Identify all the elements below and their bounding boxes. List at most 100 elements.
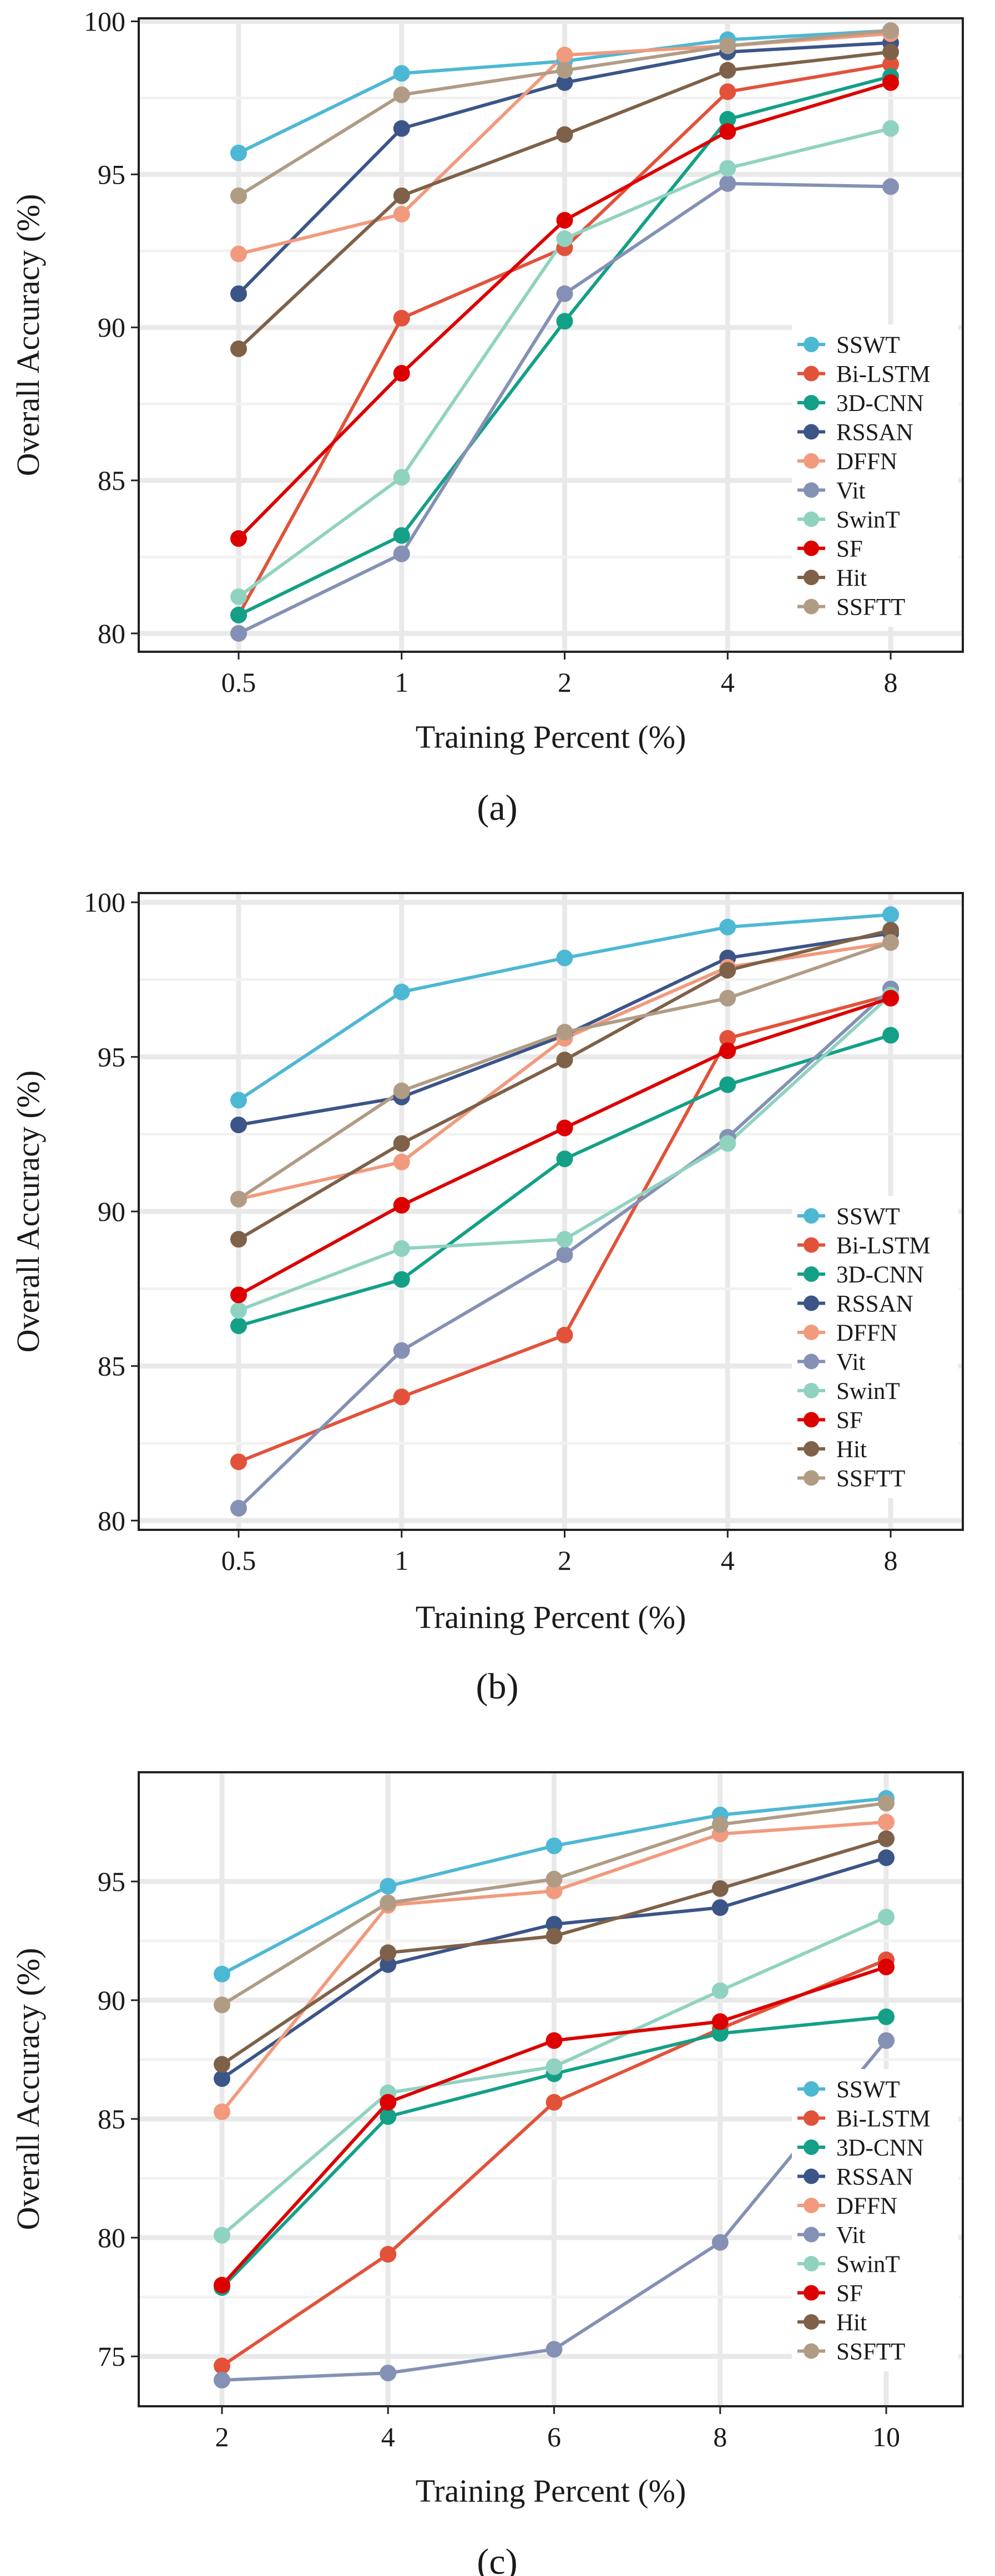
x-tick-label: 2: [558, 1545, 572, 1576]
legend-label-hit: Hit: [836, 1437, 867, 1463]
point-ssftt: [711, 1816, 729, 1833]
legend-label-sswt: SSWT: [836, 1204, 900, 1230]
legend-marker-sswt: [804, 337, 819, 352]
legend-marker-swint: [804, 1383, 819, 1398]
point-hit: [546, 1928, 563, 1945]
point-sswt: [230, 1092, 247, 1109]
legend-marker-sf: [804, 2285, 819, 2301]
legend-label-dffn: DFFN: [836, 1320, 897, 1346]
x-tick-label: 4: [381, 2421, 395, 2452]
point-rssan: [556, 74, 573, 91]
legend-label-bi-lstm: Bi-LSTM: [836, 362, 931, 388]
legend-marker-sswt: [804, 1208, 819, 1224]
point-vit: [878, 2032, 895, 2049]
legend-label-dffn: DFFN: [836, 449, 897, 475]
point-swint: [230, 588, 247, 605]
point-vit: [230, 625, 247, 642]
y-tick-label: 95: [98, 1866, 125, 1897]
point-ssftt: [878, 1794, 895, 1812]
point-swint: [719, 160, 736, 177]
x-tick-label: 4: [721, 1545, 735, 1576]
chart-panel-1: 80 85 90 95 100 0.5 1 2 4 8 Training Percent (%) Ov…: [10, 6, 964, 828]
x-tick-label: 1: [395, 667, 408, 698]
point-hit: [882, 43, 899, 60]
legend-marker-hit: [804, 2314, 819, 2330]
point-hit: [214, 2056, 230, 2073]
point-dffn: [393, 206, 410, 223]
point-bi-lstm: [230, 1453, 247, 1470]
legend-label-sf: SF: [836, 1408, 863, 1434]
point-rssan: [546, 1915, 563, 1933]
point-vit: [393, 1342, 410, 1359]
point-bi-lstm: [719, 1030, 736, 1047]
legend-marker-3d-cnn: [804, 1266, 819, 1282]
y-tick-label: 100: [84, 887, 125, 918]
legend-marker-hit: [804, 570, 819, 585]
point-sf: [719, 1042, 736, 1059]
point-hit: [556, 1051, 573, 1068]
point-sf: [556, 212, 573, 229]
plot-frame: [138, 17, 964, 653]
x-tick-label: 6: [547, 2421, 561, 2452]
chart-panel-2: 80 85 90 95 100 0.5 1 2 4 8 Training Percent (%) Ov…: [10, 887, 964, 1707]
point-sswt: [230, 144, 247, 161]
point-bi-lstm: [546, 2094, 563, 2111]
point-swint: [719, 1135, 736, 1152]
legend-label-3d-cnn: 3D-CNN: [836, 1262, 924, 1288]
x-axis-label: Training Percent (%): [416, 1599, 686, 1635]
legend-marker-vit: [804, 1353, 819, 1370]
point-rssan: [230, 285, 247, 302]
point-sf: [711, 2013, 729, 2030]
legend-label-vit: Vit: [836, 1350, 865, 1376]
point-ssftt: [882, 934, 899, 951]
legend-marker-dffn: [804, 453, 819, 469]
point-hit: [556, 126, 573, 143]
y-tick-label: 85: [98, 2103, 125, 2134]
point-dffn: [556, 47, 573, 64]
legend-label-rssan: RSSAN: [836, 420, 913, 446]
point-hit: [719, 62, 736, 79]
legend-marker-dffn: [804, 1325, 819, 1340]
point-ssftt: [380, 1894, 397, 1911]
point-vit: [882, 178, 899, 195]
legend: SSWT Bi-LSTM 3D-CNN RSSAN DFFN Vit SwinT SF Hit S…: [792, 324, 958, 627]
legend-marker-sswt: [804, 2081, 819, 2097]
legend-label-swint: SwinT: [836, 1378, 900, 1404]
point-ssftt: [556, 62, 573, 79]
legend-label-ssftt: SSFTT: [836, 2339, 905, 2365]
x-tick-label: 1: [395, 1545, 408, 1576]
point-ssftt: [546, 1870, 563, 1888]
plot-frame: [138, 1771, 964, 2407]
point-vit: [711, 2234, 729, 2251]
legend-marker-swint: [804, 2256, 819, 2271]
legend-label-rssan: RSSAN: [836, 1291, 913, 1317]
point-swint: [393, 1240, 410, 1257]
legend-label-swint: SwinT: [836, 2252, 900, 2278]
legend-marker-bi-lstm: [804, 1237, 819, 1253]
legend-marker-hit: [804, 1441, 819, 1457]
point-bi-lstm: [214, 2357, 230, 2375]
point-3d-cnn: [719, 111, 736, 128]
y-axis-label: Overall Accuracy (%): [10, 1948, 46, 2230]
point-ssftt: [393, 1082, 410, 1099]
point-sf: [546, 2032, 563, 2049]
point-hit: [393, 1135, 410, 1152]
point-ssftt: [214, 1996, 230, 2014]
point-3d-cnn: [882, 1027, 899, 1044]
legend-label-bi-lstm: Bi-LSTM: [836, 2106, 931, 2132]
legend-label-3d-cnn: 3D-CNN: [836, 391, 924, 417]
point-vit: [719, 175, 736, 192]
legend-marker-bi-lstm: [804, 366, 819, 382]
y-tick-label: 95: [98, 159, 125, 190]
point-vit: [214, 2371, 230, 2389]
point-hit: [393, 187, 410, 204]
legend-marker-rssan: [804, 424, 819, 440]
point-dffn: [214, 2103, 230, 2121]
y-tick-label: 85: [98, 1351, 125, 1382]
point-dffn: [546, 1883, 563, 1900]
x-tick-label: 8: [884, 1545, 898, 1576]
y-axis-label: Overall Accuracy (%): [10, 1071, 46, 1353]
point-3d-cnn: [711, 2025, 729, 2042]
point-hit: [380, 1944, 397, 1961]
